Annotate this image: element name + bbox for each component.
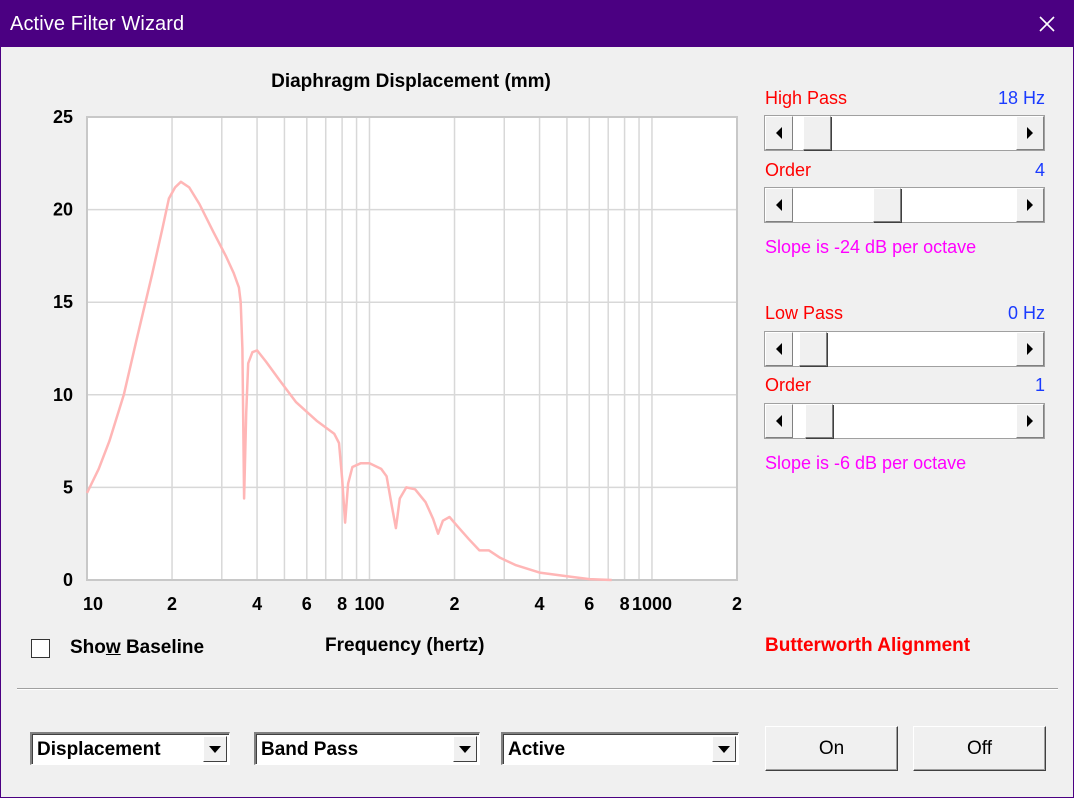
y-tick-label: 25 — [53, 107, 73, 127]
arrow-left-icon — [776, 199, 782, 211]
high-pass-slider[interactable] — [764, 115, 1045, 151]
high-pass-order-slider[interactable] — [764, 187, 1045, 223]
high-pass-order-right-arrow[interactable] — [1016, 188, 1044, 222]
mode-select-dropdown[interactable] — [712, 736, 736, 762]
chart-title: Diaphragm Displacement (mm) — [271, 71, 551, 92]
arrow-right-icon — [1027, 415, 1033, 427]
filter-type-select[interactable]: Band Pass — [254, 732, 480, 765]
high-pass-right-arrow[interactable] — [1016, 116, 1044, 150]
high-pass-order-value: 4 — [1034, 160, 1045, 180]
low-pass-right-arrow[interactable] — [1016, 332, 1044, 366]
y-tick-label: 10 — [53, 385, 73, 405]
alignment-label: Butterworth Alignment — [765, 635, 971, 656]
on-button[interactable]: On — [765, 726, 898, 771]
arrow-left-icon — [776, 415, 782, 427]
high-pass-label: High Pass — [765, 88, 848, 108]
x-tick-label: 10 — [83, 594, 103, 614]
display-select[interactable]: Displacement — [30, 732, 230, 765]
x-axis-label: Frequency (hertz) — [325, 635, 485, 656]
x-tick-label: 100 — [354, 594, 384, 614]
arrow-right-icon — [1027, 127, 1033, 139]
close-button[interactable] — [1029, 7, 1065, 41]
off-button[interactable]: Off — [913, 726, 1046, 771]
x-tick-label: 1000 — [632, 594, 672, 614]
display-select-value: Displacement — [37, 739, 161, 760]
mode-select-value: Active — [508, 739, 566, 760]
separator-line — [17, 688, 1058, 690]
low-pass-order-label: Order — [765, 375, 812, 395]
y-tick-label: 20 — [53, 200, 73, 220]
x-tick-label: 8 — [337, 594, 347, 614]
show-baseline-label: Show Baseline — [70, 637, 205, 658]
arrow-left-icon — [776, 343, 782, 355]
filter-type-select-dropdown[interactable] — [453, 736, 477, 762]
high-pass-order-label: Order — [765, 160, 812, 180]
plot-area — [87, 117, 737, 580]
low-pass-order-left-arrow[interactable] — [765, 404, 793, 438]
arrow-right-icon — [1027, 343, 1033, 355]
x-tick-label: 8 — [620, 594, 630, 614]
y-tick-label: 5 — [63, 477, 73, 497]
y-tick-label: 15 — [53, 292, 73, 312]
arrow-left-icon — [776, 127, 782, 139]
x-tick-label: 4 — [252, 594, 262, 614]
x-tick-label: 6 — [584, 594, 594, 614]
low-pass-value: 0 Hz — [1007, 303, 1045, 323]
high-pass-order-left-arrow[interactable] — [765, 188, 793, 222]
filter-type-select-value: Band Pass — [261, 739, 359, 760]
plot-frame — [86, 116, 738, 581]
high-pass-thumb[interactable] — [802, 116, 831, 150]
low-pass-order-row: Order 1 — [765, 375, 1045, 397]
low-pass-order-value: 1 — [1034, 375, 1045, 395]
x-tick-label: 2 — [450, 594, 460, 614]
low-pass-left-arrow[interactable] — [765, 332, 793, 366]
x-tick-label: 2 — [167, 594, 177, 614]
high-pass-row: High Pass 18 Hz — [765, 88, 1045, 110]
chevron-down-icon — [718, 745, 730, 753]
low-pass-thumb[interactable] — [798, 332, 827, 366]
low-pass-order-thumb[interactable] — [804, 404, 833, 438]
low-pass-slope-text: Slope is -6 dB per octave — [765, 453, 967, 473]
chevron-down-icon — [459, 745, 471, 753]
arrow-right-icon — [1027, 199, 1033, 211]
high-pass-left-arrow[interactable] — [765, 116, 793, 150]
high-pass-value: 18 Hz — [997, 88, 1045, 108]
show-baseline-checkbox[interactable]: Show Baseline — [31, 637, 204, 659]
low-pass-label: Low Pass — [765, 303, 844, 323]
low-pass-slider[interactable] — [764, 331, 1045, 367]
close-icon[interactable] — [1038, 15, 1056, 33]
title-bar[interactable]: Active Filter Wizard — [1, 1, 1073, 47]
show-baseline-box[interactable] — [31, 638, 50, 658]
x-tick-label: 6 — [302, 594, 312, 614]
displacement-curve — [85, 180, 612, 582]
display-select-dropdown[interactable] — [203, 736, 227, 762]
low-pass-order-slider[interactable] — [764, 403, 1045, 439]
low-pass-row: Low Pass 0 Hz — [765, 303, 1045, 325]
window-title: Active Filter Wizard — [10, 13, 185, 35]
high-pass-order-row: Order 4 — [765, 160, 1045, 182]
high-pass-slope-text: Slope is -24 dB per octave — [765, 237, 977, 257]
x-tick-label: 4 — [535, 594, 545, 614]
x-tick-label: 2 — [732, 594, 742, 614]
chevron-down-icon — [209, 745, 221, 753]
y-tick-label: 0 — [63, 570, 73, 590]
mode-select[interactable]: Active — [501, 732, 739, 765]
low-pass-order-right-arrow[interactable] — [1016, 404, 1044, 438]
high-pass-order-thumb[interactable] — [872, 188, 901, 222]
